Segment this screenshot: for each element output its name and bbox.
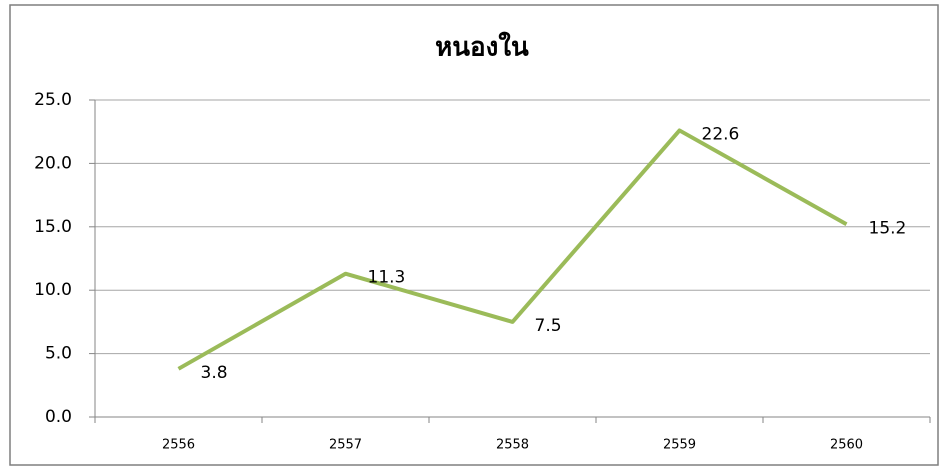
x-tick-label: 2557 bbox=[329, 438, 362, 453]
chart-border bbox=[9, 4, 939, 466]
x-tick-label: 2559 bbox=[663, 438, 696, 453]
y-tick-label: 20.0 bbox=[34, 153, 72, 173]
data-label: 22.6 bbox=[702, 124, 740, 144]
data-label: 11.3 bbox=[368, 268, 406, 288]
x-tick-label: 2556 bbox=[162, 438, 195, 453]
y-tick-label: 0.0 bbox=[45, 407, 72, 427]
x-tick-label: 2558 bbox=[496, 438, 529, 453]
y-tick-label: 15.0 bbox=[34, 217, 72, 237]
y-tick-label: 5.0 bbox=[45, 344, 72, 364]
data-label: 3.8 bbox=[201, 363, 228, 383]
data-label: 7.5 bbox=[535, 316, 562, 336]
data-line bbox=[177, 128, 848, 371]
y-tick-label: 10.0 bbox=[34, 280, 72, 300]
chart-title: หนองใน bbox=[435, 32, 529, 63]
data-label: 15.2 bbox=[869, 218, 907, 238]
x-tick-label: 2560 bbox=[830, 438, 863, 453]
y-tick-label: 25.0 bbox=[34, 90, 72, 110]
